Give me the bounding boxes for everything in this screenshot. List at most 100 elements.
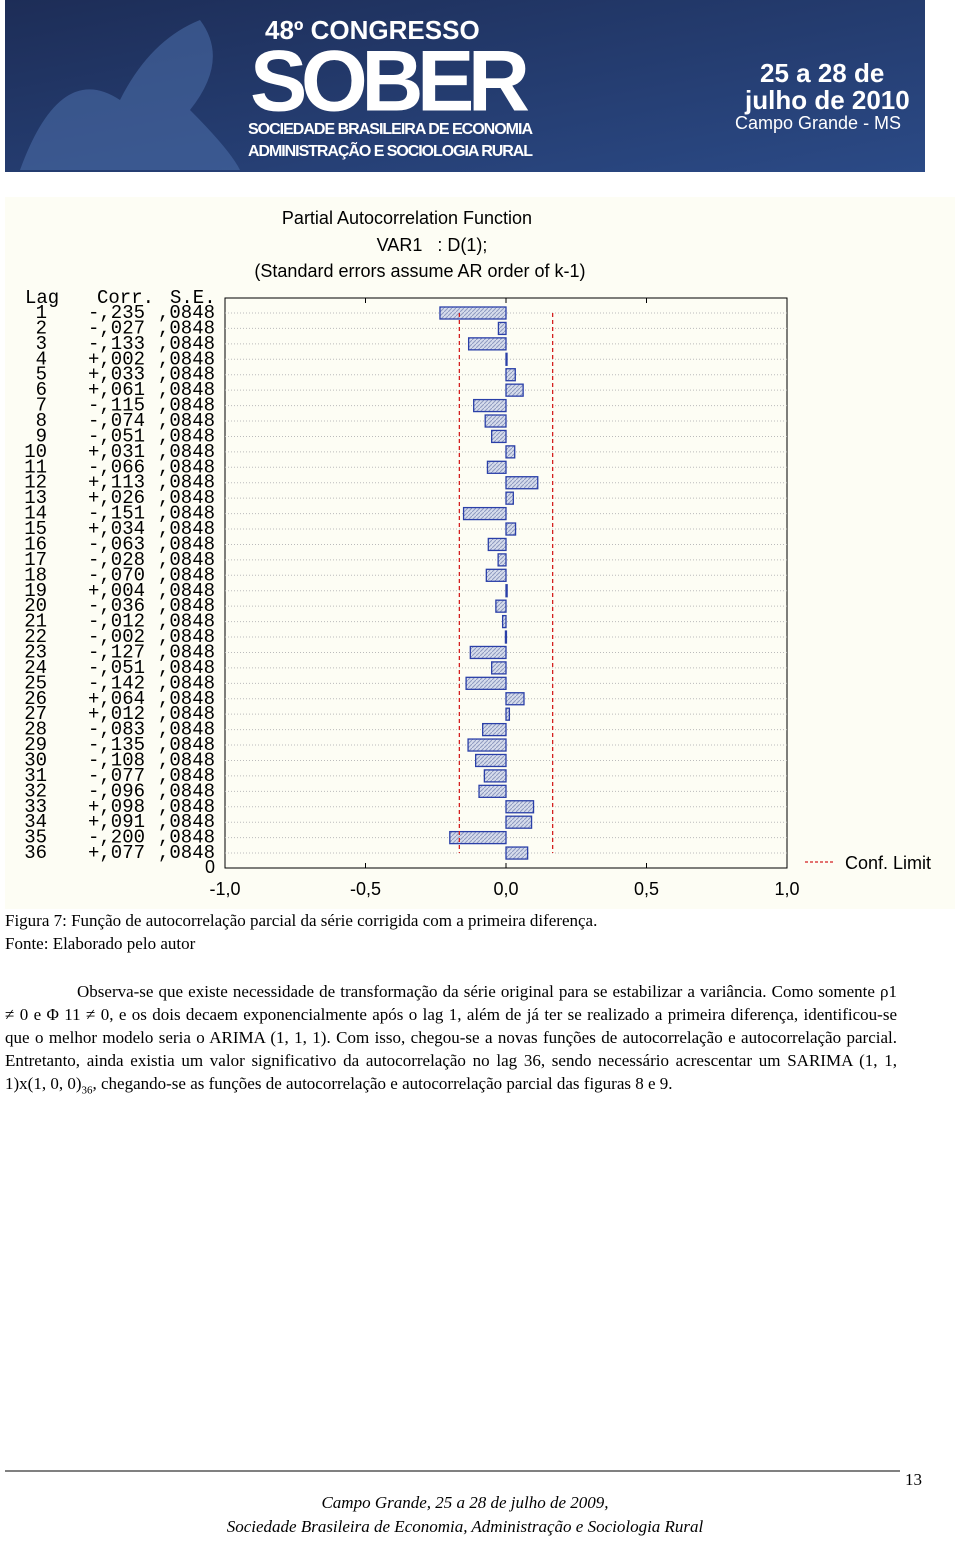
chart: Partial Autocorrelation Function VAR1 : D… bbox=[24, 208, 931, 899]
corr-label: -,028 bbox=[88, 549, 145, 571]
bar bbox=[505, 352, 508, 366]
se-label: ,0848 bbox=[158, 688, 215, 710]
corr-label: -,127 bbox=[88, 641, 145, 663]
se-label: ,0848 bbox=[158, 749, 215, 771]
se-label: ,0848 bbox=[158, 564, 215, 586]
lag-label: 14 bbox=[24, 503, 47, 525]
se-label: ,0848 bbox=[158, 503, 215, 525]
bar bbox=[487, 537, 507, 552]
bar bbox=[505, 368, 516, 382]
corr-label: -,051 bbox=[88, 657, 145, 679]
caption: Figura 7: Função de autocorrelação parci… bbox=[5, 911, 598, 930]
congress: 48º CONGRESSO bbox=[265, 15, 480, 45]
bar bbox=[504, 630, 508, 644]
bar bbox=[495, 599, 507, 613]
bar bbox=[475, 753, 507, 768]
corr-label: -,066 bbox=[88, 456, 145, 478]
lag-label: 32 bbox=[24, 780, 47, 802]
society: SOCIEDADE BRASILEIRA DE ECONOMIA bbox=[248, 121, 533, 138]
corr-label: -,074 bbox=[88, 410, 145, 432]
se-label: ,0848 bbox=[158, 364, 215, 386]
bar bbox=[478, 784, 507, 798]
lag-label: 5 bbox=[36, 364, 47, 386]
bar bbox=[505, 522, 517, 536]
bar bbox=[469, 645, 507, 660]
bar bbox=[505, 491, 514, 505]
corr-label: -,083 bbox=[88, 719, 145, 741]
bar bbox=[491, 661, 507, 675]
bar bbox=[505, 584, 508, 598]
bar bbox=[462, 506, 507, 521]
corr-label: -,108 bbox=[88, 749, 145, 771]
se-label: ,0848 bbox=[158, 348, 215, 370]
corr-label: -,151 bbox=[88, 503, 145, 525]
lag-label: 35 bbox=[24, 827, 47, 849]
se-label: ,0848 bbox=[158, 734, 215, 756]
lag-label: 7 bbox=[36, 395, 47, 417]
lag-label: 12 bbox=[24, 472, 47, 494]
se-label: ,0848 bbox=[158, 796, 215, 818]
lag-label: 27 bbox=[24, 703, 47, 725]
lag-label: 24 bbox=[24, 657, 47, 679]
bar bbox=[505, 692, 525, 706]
corr-label: -,036 bbox=[88, 595, 145, 617]
lag-label: 1 bbox=[36, 302, 47, 324]
lag-label: 18 bbox=[24, 564, 47, 586]
corr-label: +,031 bbox=[88, 441, 145, 463]
bar bbox=[483, 769, 507, 783]
lag-label: 30 bbox=[24, 749, 47, 771]
corr-label: -,077 bbox=[88, 765, 145, 787]
lag-label: 20 bbox=[24, 595, 47, 617]
se-label: ,0848 bbox=[158, 317, 215, 339]
se-label: ,0848 bbox=[158, 842, 215, 864]
corner-label: 0 bbox=[205, 857, 215, 877]
bar bbox=[482, 722, 507, 737]
bar bbox=[473, 398, 507, 413]
se-label: ,0848 bbox=[158, 379, 215, 401]
column-header: S.E. bbox=[170, 287, 216, 309]
se-label: ,0848 bbox=[158, 395, 215, 417]
bar bbox=[505, 815, 533, 829]
lag-label: 21 bbox=[24, 611, 47, 633]
corr-label: -,096 bbox=[88, 780, 145, 802]
subscript: 36 bbox=[81, 1084, 93, 1097]
corr-label: -,027 bbox=[88, 317, 145, 339]
se-label: ,0848 bbox=[158, 533, 215, 555]
bar bbox=[505, 383, 524, 397]
lag-label: 10 bbox=[24, 441, 47, 463]
footer-line: Campo Grande, 25 a 28 de julho de 2009, bbox=[321, 1493, 609, 1512]
corr-label: +,012 bbox=[88, 703, 145, 725]
footer-line: Sociedade Brasileira de Economia, Admini… bbox=[226, 1517, 704, 1536]
lag-label: 36 bbox=[24, 842, 47, 864]
se-label: ,0848 bbox=[158, 456, 215, 478]
source: Fonte: Elaborado pelo autor bbox=[5, 934, 196, 953]
bar bbox=[505, 707, 511, 721]
lag-label: 15 bbox=[24, 518, 47, 540]
corr-label: -,070 bbox=[88, 564, 145, 586]
lag-label: 16 bbox=[24, 533, 47, 555]
bar bbox=[491, 429, 507, 444]
lag-label: 25 bbox=[24, 672, 47, 694]
lag-label: 3 bbox=[36, 333, 47, 355]
acronym: SOBER bbox=[250, 34, 530, 130]
dates: julho de 2010 bbox=[744, 85, 910, 115]
lag-label: 9 bbox=[36, 425, 47, 447]
se-label: ,0848 bbox=[158, 580, 215, 602]
bar bbox=[486, 460, 507, 474]
bar bbox=[505, 800, 535, 814]
bar bbox=[501, 614, 507, 629]
column-header: Corr. bbox=[97, 287, 154, 309]
dates: 25 a 28 de bbox=[760, 58, 884, 88]
lag-label: 23 bbox=[24, 641, 47, 663]
corr-label: -,051 bbox=[88, 425, 145, 447]
corr-label: +,034 bbox=[88, 518, 145, 540]
chart-subtitle: (Standard errors assume AR order of k-1) bbox=[254, 261, 585, 281]
corr-label: -,002 bbox=[88, 626, 145, 648]
se-label: ,0848 bbox=[158, 827, 215, 849]
lag-label: 13 bbox=[24, 487, 47, 509]
bar bbox=[467, 337, 507, 351]
lag-label: 17 bbox=[24, 549, 47, 571]
bar bbox=[505, 476, 539, 490]
legend-label: Conf. Limit bbox=[845, 853, 931, 873]
